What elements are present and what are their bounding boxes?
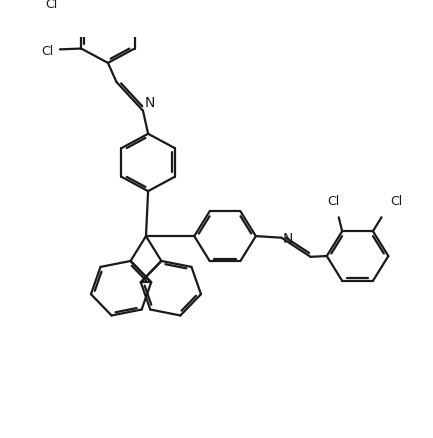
Text: N: N: [144, 96, 155, 110]
Text: N: N: [283, 231, 293, 245]
Text: Cl: Cl: [390, 195, 402, 208]
Text: Cl: Cl: [41, 45, 54, 58]
Text: Cl: Cl: [45, 0, 58, 11]
Text: Cl: Cl: [327, 195, 340, 208]
